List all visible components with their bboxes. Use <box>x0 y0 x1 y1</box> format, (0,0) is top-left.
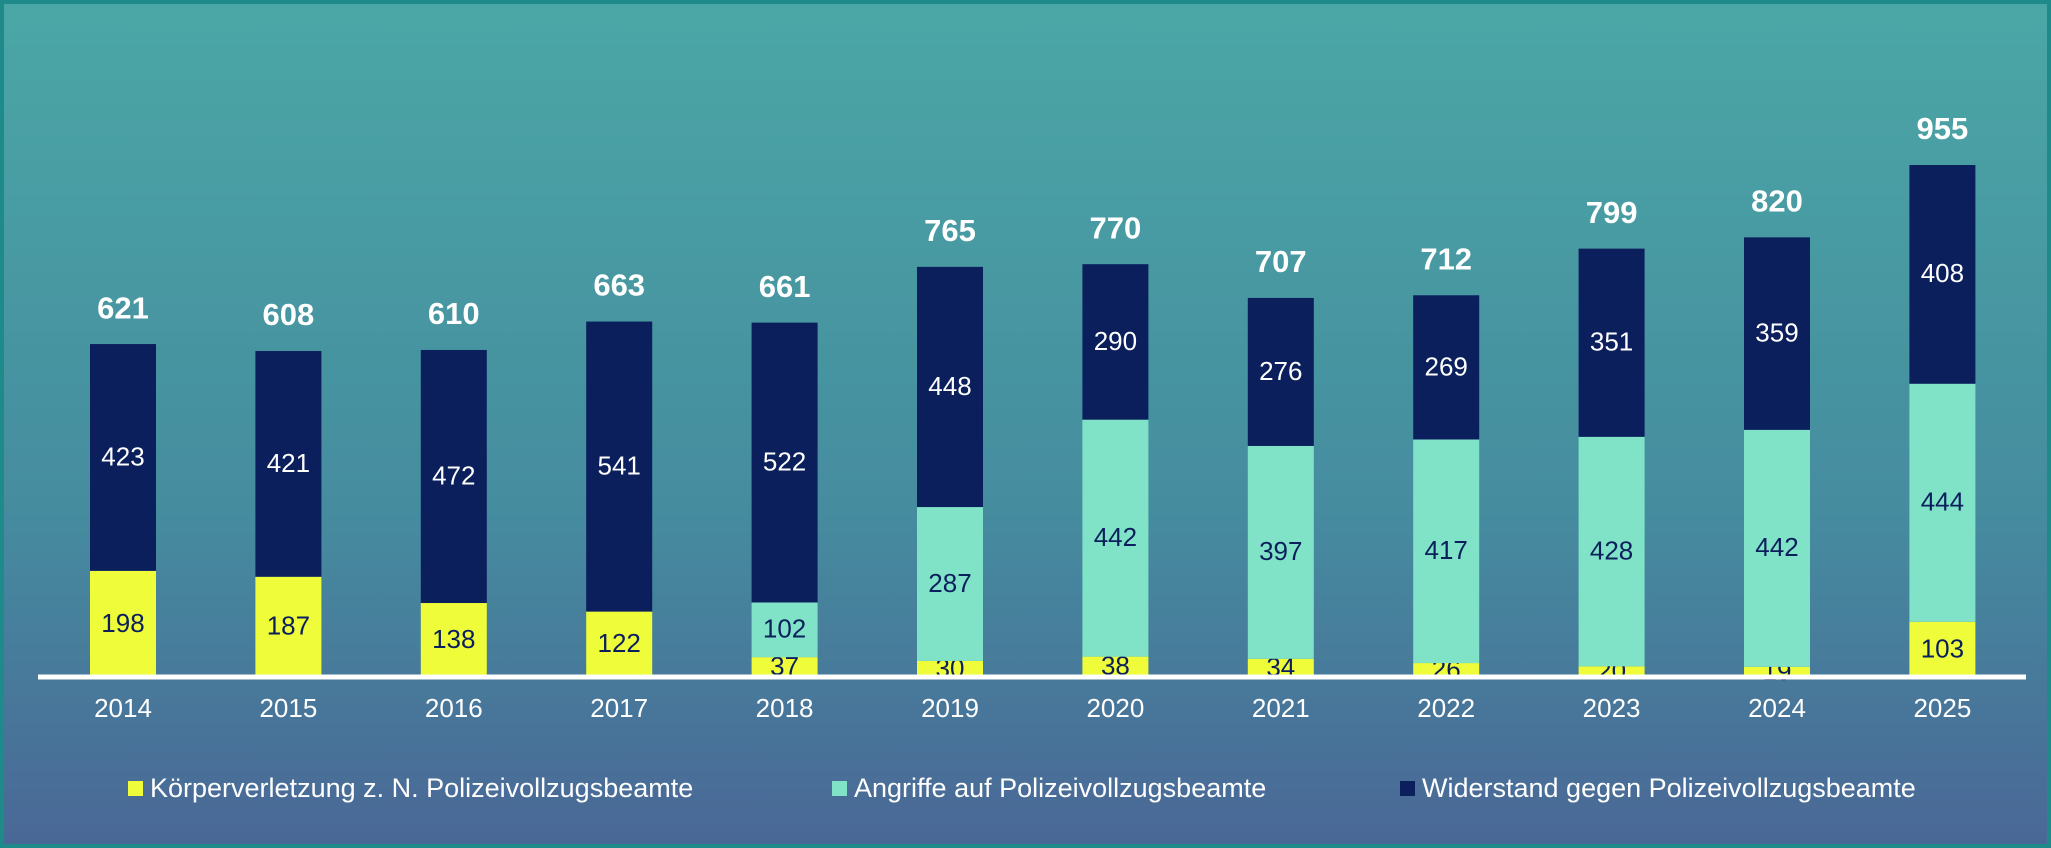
data-label: 198 <box>101 608 144 638</box>
bar-segment <box>255 576 322 677</box>
total-label: 770 <box>1090 210 1142 245</box>
total-label: 955 <box>1917 111 1969 146</box>
total-label: 712 <box>1420 241 1472 276</box>
data-label: 290 <box>1094 326 1137 356</box>
bar-segment <box>1413 295 1480 440</box>
data-label: 351 <box>1590 327 1633 357</box>
bar-segment <box>1744 666 1810 677</box>
total-label: 707 <box>1255 244 1307 279</box>
data-label: 102 <box>763 614 806 644</box>
bar-segment <box>917 266 983 508</box>
total-label: 799 <box>1586 195 1638 230</box>
bar-segment <box>1744 429 1810 667</box>
bar-segment <box>1578 436 1645 667</box>
bar-segment <box>751 602 818 658</box>
legend-swatch <box>128 781 143 796</box>
x-tick-label: 2022 <box>1417 693 1475 723</box>
legend-label: Angriffe auf Polizeivollzugsbeamte <box>854 773 1266 803</box>
bar-segment <box>1247 445 1314 659</box>
bar-segment <box>1413 439 1480 664</box>
data-label: 417 <box>1425 535 1468 565</box>
bar-segment <box>586 321 653 612</box>
data-label: 428 <box>1590 535 1633 565</box>
bar-segment <box>1909 383 1976 622</box>
x-tick-label: 2014 <box>94 693 152 723</box>
data-label: 287 <box>928 568 971 598</box>
bar-segment <box>1082 656 1149 677</box>
data-label: 472 <box>432 460 475 490</box>
bar-segment <box>1909 165 1976 384</box>
bar-segment <box>1082 264 1149 420</box>
legend-label: Widerstand gegen Polizeivollzugsbeamte <box>1422 773 1916 803</box>
data-label: 359 <box>1755 317 1798 347</box>
x-tick-label: 2017 <box>590 693 648 723</box>
data-label: 122 <box>598 628 641 658</box>
x-tick-label: 2016 <box>425 693 483 723</box>
bar-segment <box>1082 419 1149 657</box>
total-label: 621 <box>97 290 149 325</box>
total-label: 661 <box>759 269 811 304</box>
data-label: 541 <box>598 450 641 480</box>
bar-segment <box>1744 237 1810 430</box>
x-tick-label: 2015 <box>259 693 317 723</box>
data-label: 269 <box>1425 351 1468 381</box>
data-label: 421 <box>267 448 310 478</box>
data-label: 442 <box>1755 532 1798 562</box>
bar-segment <box>917 507 983 661</box>
data-label: 442 <box>1094 522 1137 552</box>
data-label: 444 <box>1921 487 1964 517</box>
bar-segment <box>1578 666 1645 677</box>
bar-segment <box>1578 248 1645 437</box>
x-tick-label: 2020 <box>1086 693 1144 723</box>
bar-segment <box>1247 658 1314 677</box>
data-label: 103 <box>1921 633 1964 663</box>
bar-segment <box>917 660 983 677</box>
bar-segment <box>90 570 156 677</box>
total-label: 610 <box>428 296 480 331</box>
legend-label: Körperverletzung z. N. Polizeivollzugsbe… <box>150 773 693 803</box>
x-tick-label: 2023 <box>1583 693 1641 723</box>
bar-segment <box>255 351 322 577</box>
x-tick-label: 2024 <box>1748 693 1806 723</box>
x-tick-label: 2018 <box>756 693 814 723</box>
total-label: 608 <box>263 297 315 332</box>
bar-segment <box>1247 297 1314 446</box>
bar-segment <box>751 657 818 677</box>
data-label: 138 <box>432 624 475 654</box>
total-label: 820 <box>1751 184 1803 219</box>
bar-segment <box>90 344 156 571</box>
bar-segment <box>1909 621 1976 677</box>
bar-segment <box>586 611 653 677</box>
data-label: 522 <box>763 446 806 476</box>
total-label: 765 <box>924 213 976 248</box>
bar-segment <box>420 603 487 677</box>
bar-segment <box>751 322 818 603</box>
data-label: 448 <box>928 371 971 401</box>
data-label: 397 <box>1259 536 1302 566</box>
legend-swatch <box>832 781 847 796</box>
x-tick-label: 2019 <box>921 693 979 723</box>
bar-segment <box>420 349 487 604</box>
bar-segment <box>1413 663 1480 677</box>
total-label: 663 <box>593 268 645 303</box>
data-label: 187 <box>267 611 310 641</box>
x-tick-label: 2025 <box>1913 693 1971 723</box>
x-tick-label: 2021 <box>1252 693 1310 723</box>
data-label: 423 <box>101 441 144 471</box>
data-label: 408 <box>1921 258 1964 288</box>
legend-swatch <box>1400 781 1415 796</box>
data-label: 276 <box>1259 356 1302 386</box>
